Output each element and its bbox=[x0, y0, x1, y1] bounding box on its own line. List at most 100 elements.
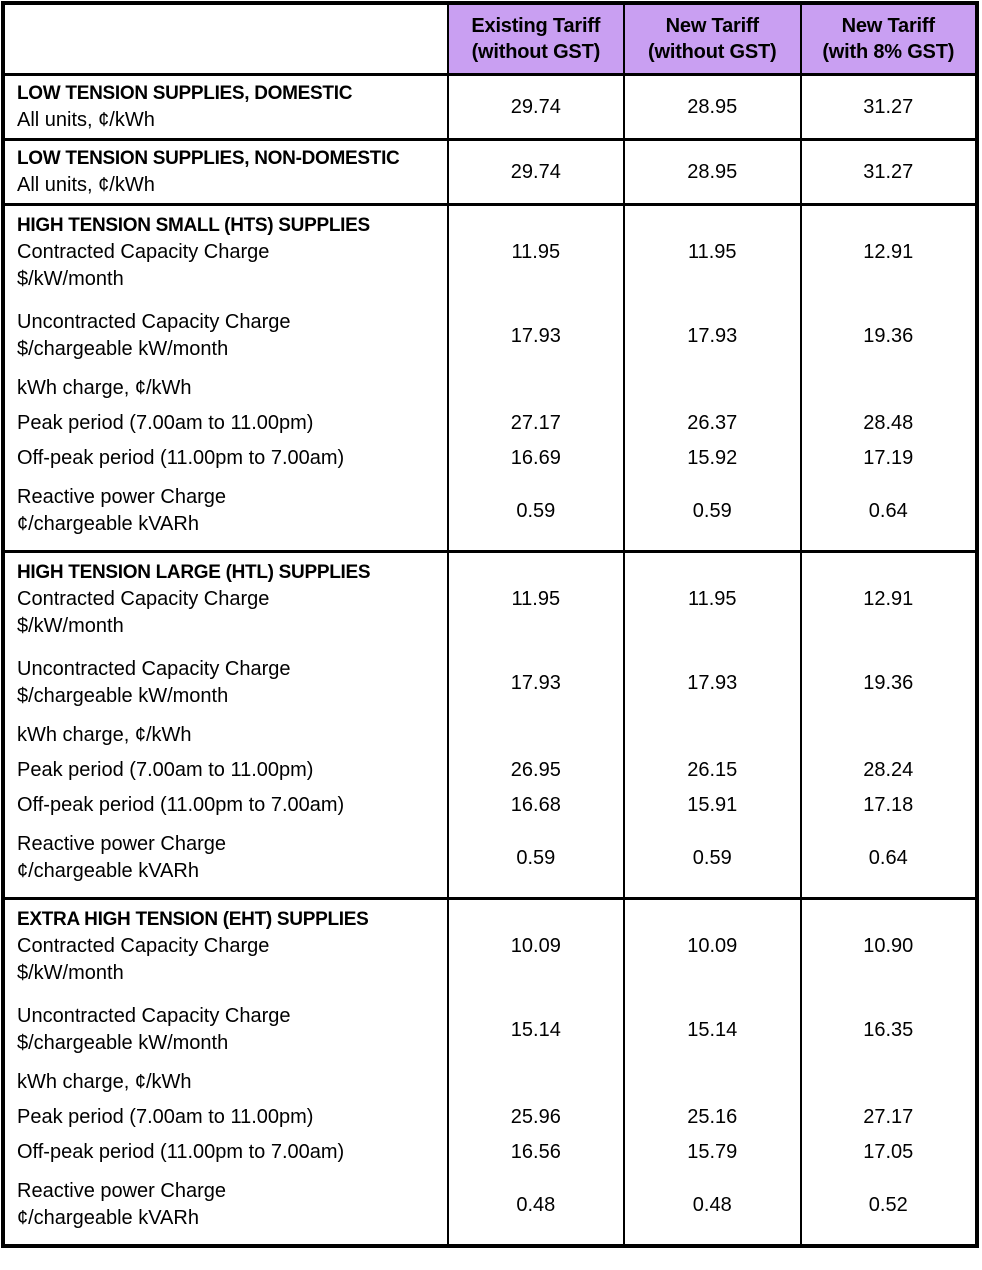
row-label-line: Peak period (7.00am to 11.00pm) bbox=[17, 1106, 314, 1128]
row-label-line: All units, ¢/kWh bbox=[17, 174, 155, 196]
value-cell: 17.93 bbox=[623, 301, 802, 371]
row-label: Peak period (7.00am to 11.00pm) bbox=[2, 406, 449, 441]
row-label-line: Peak period (7.00am to 11.00pm) bbox=[17, 759, 314, 781]
row-label-line: Peak period (7.00am to 11.00pm) bbox=[17, 412, 314, 434]
value-cell: 17.93 bbox=[623, 648, 802, 718]
value-cell: 15.91 bbox=[623, 788, 802, 823]
table-row: Off-peak period (11.00pm to 7.00am) 16.5… bbox=[2, 1135, 978, 1170]
value-cell: 12.91 bbox=[799, 551, 978, 648]
value-cell: 29.74 bbox=[446, 74, 626, 140]
section-title: HIGH TENSION LARGE (HTL) SUPPLIES bbox=[17, 562, 371, 583]
row-label: Uncontracted Capacity Charge $/chargeabl… bbox=[2, 995, 449, 1065]
value-cell bbox=[446, 718, 626, 753]
value-cell bbox=[799, 718, 978, 753]
value-cell: 28.24 bbox=[799, 753, 978, 788]
value-cell: 26.15 bbox=[623, 753, 802, 788]
table-row: Reactive power Charge ¢/chargeable kVARh… bbox=[2, 476, 978, 552]
value-cell: 16.35 bbox=[799, 995, 978, 1065]
section-eht: EXTRA HIGH TENSION (EHT) SUPPLIES Contra… bbox=[2, 898, 978, 1246]
value-cell: 31.27 bbox=[799, 139, 978, 205]
row-label-line: kWh charge, ¢/kWh bbox=[17, 377, 192, 399]
value-cell: 25.16 bbox=[623, 1100, 802, 1135]
col-header-new-tariff-gst: New Tariff (with 8% GST) bbox=[799, 3, 978, 75]
section-low-tension-non-domestic: LOW TENSION SUPPLIES, NON-DOMESTIC All u… bbox=[2, 139, 978, 205]
row-label-line: $/kW/month bbox=[17, 962, 124, 984]
row-label: Uncontracted Capacity Charge $/chargeabl… bbox=[2, 648, 449, 718]
value-cell bbox=[446, 1065, 626, 1100]
value-cell: 26.37 bbox=[623, 406, 802, 441]
value-cell: 0.64 bbox=[799, 823, 978, 899]
value-cell: 0.59 bbox=[623, 476, 802, 552]
row-label-line: kWh charge, ¢/kWh bbox=[17, 1071, 192, 1093]
row-label-line: ¢/chargeable kVARh bbox=[17, 1207, 199, 1229]
row-label-line: Off-peak period (11.00pm to 7.00am) bbox=[17, 447, 345, 469]
value-cell bbox=[799, 1065, 978, 1100]
value-cell: 29.74 bbox=[446, 139, 626, 205]
table-row: HIGH TENSION SMALL (HTS) SUPPLIES Contra… bbox=[2, 204, 978, 301]
row-label-line: Contracted Capacity Charge bbox=[17, 241, 270, 263]
section-title: HIGH TENSION SMALL (HTS) SUPPLIES bbox=[17, 215, 370, 236]
row-label: Reactive power Charge ¢/chargeable kVARh bbox=[2, 823, 449, 899]
value-cell: 10.09 bbox=[446, 898, 626, 995]
value-cell: 27.17 bbox=[446, 406, 626, 441]
value-cell: 15.79 bbox=[623, 1135, 802, 1170]
value-cell: 11.95 bbox=[623, 551, 802, 648]
col-header-line2: (with 8% GST) bbox=[822, 41, 955, 63]
value-cell bbox=[623, 718, 802, 753]
value-cell bbox=[446, 371, 626, 406]
table-row: kWh charge, ¢/kWh bbox=[2, 1065, 978, 1100]
value-cell: 25.96 bbox=[446, 1100, 626, 1135]
value-cell: 19.36 bbox=[799, 301, 978, 371]
row-label-line: ¢/chargeable kVARh bbox=[17, 513, 199, 535]
table-row: LOW TENSION SUPPLIES, DOMESTIC All units… bbox=[2, 74, 978, 140]
row-label-line: $/kW/month bbox=[17, 268, 124, 290]
value-cell: 0.59 bbox=[446, 823, 626, 899]
row-label-line: Reactive power Charge bbox=[17, 1180, 226, 1202]
table-row: kWh charge, ¢/kWh bbox=[2, 371, 978, 406]
value-cell: 27.17 bbox=[799, 1100, 978, 1135]
value-cell: 11.95 bbox=[446, 204, 626, 301]
value-cell: 0.59 bbox=[446, 476, 626, 552]
col-header-new-tariff: New Tariff (without GST) bbox=[623, 3, 802, 75]
section-low-tension-domestic: LOW TENSION SUPPLIES, DOMESTIC All units… bbox=[2, 74, 978, 140]
table-row: EXTRA HIGH TENSION (EHT) SUPPLIES Contra… bbox=[2, 898, 978, 995]
row-label-line: Uncontracted Capacity Charge bbox=[17, 658, 291, 680]
col-header-line2: (without GST) bbox=[471, 41, 601, 63]
value-cell: 16.56 bbox=[446, 1135, 626, 1170]
value-cell: 17.19 bbox=[799, 441, 978, 476]
row-label: Off-peak period (11.00pm to 7.00am) bbox=[2, 1135, 449, 1170]
section-title: LOW TENSION SUPPLIES, NON-DOMESTIC bbox=[17, 148, 400, 169]
value-cell: 11.95 bbox=[623, 204, 802, 301]
row-label-line: ¢/chargeable kVARh bbox=[17, 860, 199, 882]
table-row: Peak period (7.00am to 11.00pm) 26.95 26… bbox=[2, 753, 978, 788]
value-cell: 28.95 bbox=[623, 139, 802, 205]
value-cell: 17.05 bbox=[799, 1135, 978, 1170]
value-cell: 17.18 bbox=[799, 788, 978, 823]
table-row: Off-peak period (11.00pm to 7.00am) 16.6… bbox=[2, 441, 978, 476]
row-label-line: Uncontracted Capacity Charge bbox=[17, 1005, 291, 1027]
value-cell: 15.14 bbox=[623, 995, 802, 1065]
row-label: kWh charge, ¢/kWh bbox=[2, 718, 449, 753]
row-label-line: $/chargeable kW/month bbox=[17, 685, 229, 707]
value-cell: 26.95 bbox=[446, 753, 626, 788]
table-row: Peak period (7.00am to 11.00pm) 27.17 26… bbox=[2, 406, 978, 441]
col-header-line1: Existing Tariff bbox=[471, 15, 601, 37]
value-cell: 0.59 bbox=[623, 823, 802, 899]
value-cell: 12.91 bbox=[799, 204, 978, 301]
row-label-line: $/chargeable kW/month bbox=[17, 338, 229, 360]
row-label: Off-peak period (11.00pm to 7.00am) bbox=[2, 441, 449, 476]
value-cell bbox=[799, 371, 978, 406]
value-cell: 31.27 bbox=[799, 74, 978, 140]
row-label: EXTRA HIGH TENSION (EHT) SUPPLIES Contra… bbox=[2, 898, 449, 995]
table-row: kWh charge, ¢/kWh bbox=[2, 718, 978, 753]
section-hts: HIGH TENSION SMALL (HTS) SUPPLIES Contra… bbox=[2, 204, 978, 552]
row-label: Peak period (7.00am to 11.00pm) bbox=[2, 1100, 449, 1135]
row-label-line: Off-peak period (11.00pm to 7.00am) bbox=[17, 1141, 345, 1163]
row-label: HIGH TENSION LARGE (HTL) SUPPLIES Contra… bbox=[2, 551, 449, 648]
table-row: Peak period (7.00am to 11.00pm) 25.96 25… bbox=[2, 1100, 978, 1135]
row-label: Peak period (7.00am to 11.00pm) bbox=[2, 753, 449, 788]
col-header-line1: New Tariff bbox=[841, 15, 935, 37]
value-cell: 10.90 bbox=[799, 898, 978, 995]
row-label: kWh charge, ¢/kWh bbox=[2, 1065, 449, 1100]
row-label-line: Reactive power Charge bbox=[17, 833, 226, 855]
